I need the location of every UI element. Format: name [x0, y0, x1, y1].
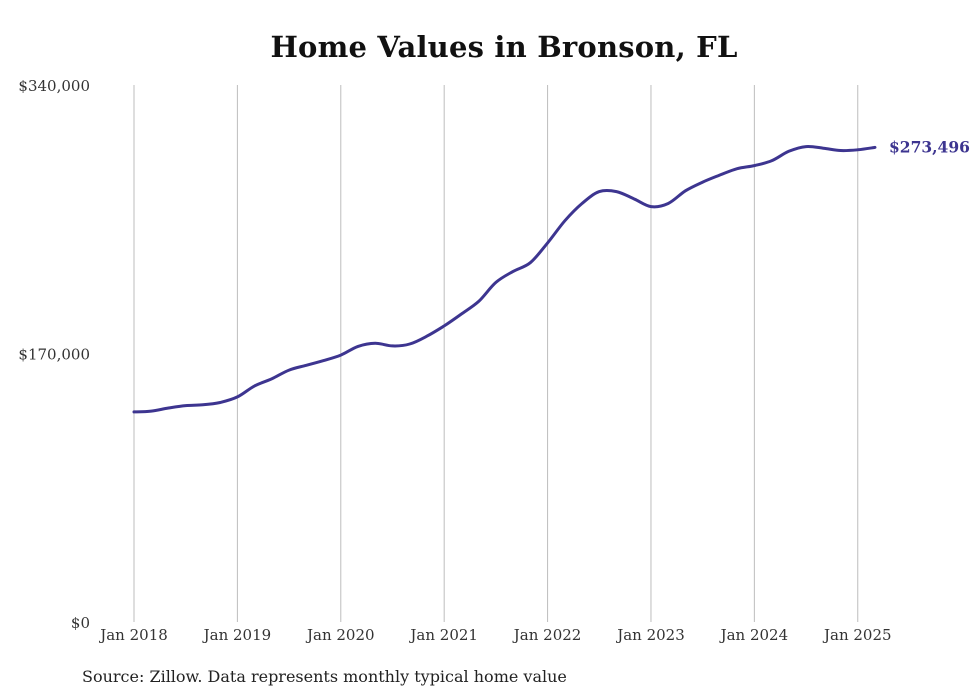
- x-axis-ticks: Jan 2018 Jan 2019 Jan 2020 Jan 2021 Jan 2022…: [98, 626, 891, 644]
- line-chart: $0$170,000$340,000 Jan 2018 Jan 2019 Jan 2…: [18, 77, 970, 644]
- x-tick-label: Jan 2023: [615, 626, 685, 644]
- end-value-label: $273,496: [889, 137, 970, 156]
- x-tick-label: Jan 2019: [202, 626, 272, 644]
- x-tick-label: Jan 2024: [719, 626, 789, 644]
- chart-title: Home Values in Bronson, FL: [270, 30, 738, 64]
- y-tick-label: $170,000: [18, 346, 90, 364]
- y-tick-label: $340,000: [18, 77, 90, 95]
- x-tick-label: Jan 2018: [98, 626, 168, 644]
- source-note: Source: Zillow. Data represents monthly …: [82, 667, 567, 686]
- y-tick-label: $0: [71, 614, 90, 632]
- y-axis-ticks: $0 $170,000 $340,000: [18, 77, 90, 632]
- series-layer: $273,496: [132, 137, 970, 414]
- x-tick-label: Jan 2025: [822, 626, 892, 644]
- x-tick-label: Jan 2022: [512, 626, 582, 644]
- series-line: [132, 144, 877, 414]
- x-tick-label: Jan 2021: [408, 626, 478, 644]
- x-tick-label: Jan 2020: [305, 626, 375, 644]
